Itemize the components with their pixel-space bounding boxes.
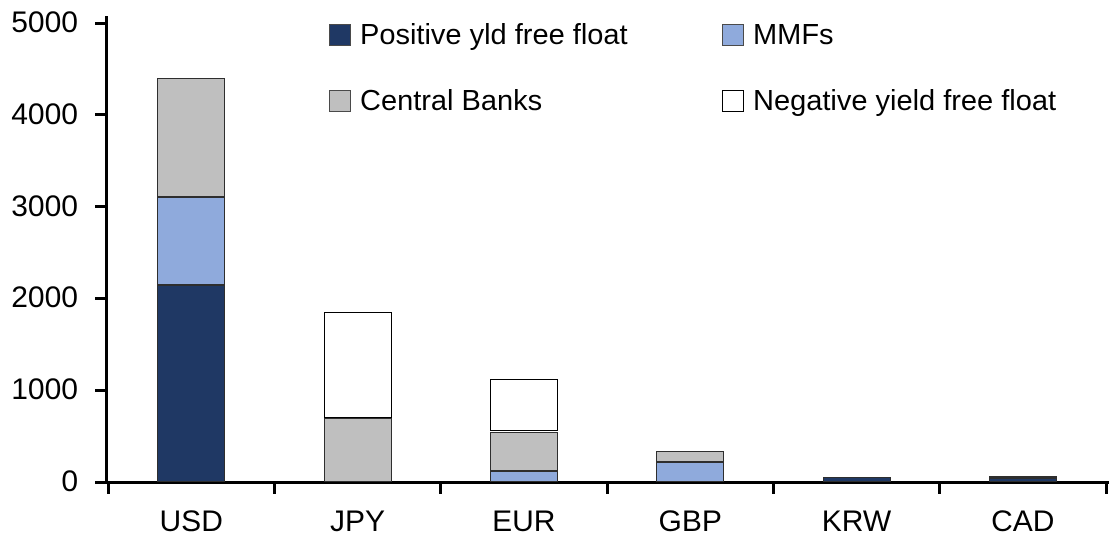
category-label-jpy: JPY bbox=[329, 505, 386, 538]
bar-segment-positive-yld-free-float bbox=[988, 478, 1057, 482]
y-tick-mark bbox=[95, 21, 108, 25]
y-tick-mark bbox=[95, 113, 108, 117]
y-tick-label: 2000 bbox=[11, 281, 78, 315]
x-tick-mark bbox=[272, 481, 276, 494]
legend-label: Central Banks bbox=[360, 85, 543, 117]
bar-segment-central-banks bbox=[157, 78, 226, 198]
legend-label: Positive yld free float bbox=[360, 19, 628, 51]
bar-segment-central-banks bbox=[323, 417, 392, 482]
bar-segment-positive-yld-free-float bbox=[822, 477, 891, 482]
bar-segment-mmfs bbox=[656, 461, 725, 482]
legend-item-positive-yld-free-float: Positive yld free float bbox=[329, 20, 722, 50]
y-tick-label: 5000 bbox=[11, 6, 78, 39]
y-tick-label: 1000 bbox=[11, 373, 78, 407]
legend-item-mmfs: MMFs bbox=[722, 20, 1056, 50]
legend-swatch-icon bbox=[722, 24, 744, 46]
bar-segment-central-banks bbox=[489, 431, 558, 471]
category-label-eur: EUR bbox=[492, 505, 556, 538]
y-tick-label: 4000 bbox=[11, 97, 78, 131]
legend-item-negative-yield-free-float: Negative yield free float bbox=[722, 86, 1056, 116]
x-tick-mark bbox=[439, 481, 443, 494]
category-label-usd: USD bbox=[159, 505, 223, 538]
legend-label: MMFs bbox=[753, 19, 834, 51]
legend-swatch-icon bbox=[329, 90, 351, 112]
x-tick-mark bbox=[938, 481, 942, 494]
bar-segment-negative-yield-free-float bbox=[323, 312, 392, 418]
y-tick-label: 3000 bbox=[11, 189, 78, 223]
legend-label: Negative yield free float bbox=[753, 85, 1057, 117]
x-tick-mark bbox=[1104, 481, 1108, 494]
x-tick-mark bbox=[771, 481, 775, 494]
y-axis-line bbox=[105, 16, 108, 482]
legend-item-central-banks: Central Banks bbox=[329, 86, 722, 116]
bar-segment-mmfs bbox=[489, 471, 558, 482]
legend-swatch-icon bbox=[722, 90, 744, 112]
y-tick-mark bbox=[95, 205, 108, 209]
bar-segment-positive-yld-free-float bbox=[157, 284, 226, 482]
bar-segment-negative-yield-free-float bbox=[489, 379, 558, 432]
bar-segment-mmfs bbox=[157, 197, 226, 285]
y-tick-mark bbox=[95, 296, 108, 300]
bar-segment-central-banks bbox=[656, 450, 725, 462]
bar-segment-central-banks bbox=[988, 475, 1057, 479]
y-tick-mark bbox=[95, 388, 108, 392]
category-label-cad: CAD bbox=[991, 505, 1055, 538]
y-tick-label: 0 bbox=[61, 465, 78, 498]
x-tick-mark bbox=[605, 481, 609, 494]
legend-swatch-icon bbox=[329, 24, 351, 46]
category-label-gbp: GBP bbox=[658, 505, 722, 538]
y-tick-mark bbox=[95, 480, 108, 484]
x-tick-mark bbox=[106, 481, 110, 494]
category-label-krw: KRW bbox=[821, 505, 892, 538]
legend: Positive yld free float MMFs Central Banks… bbox=[329, 14, 1056, 122]
